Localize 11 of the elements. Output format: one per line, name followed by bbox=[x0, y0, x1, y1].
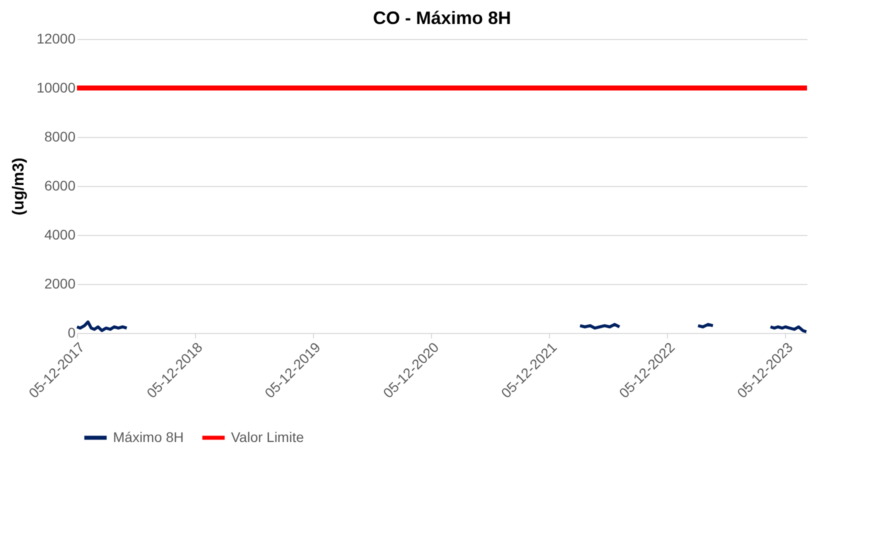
y-tick-label: 6000 bbox=[44, 178, 76, 194]
legend-label: Valor Limite bbox=[231, 428, 304, 445]
legend-label: Máximo 8H bbox=[113, 428, 184, 445]
y-tick-label: 0 bbox=[68, 324, 76, 340]
y-tick-label: 2000 bbox=[44, 276, 76, 292]
y-tick-label: 12000 bbox=[36, 30, 76, 46]
y-tick-label: 10000 bbox=[36, 80, 76, 96]
y-axis-title: (ug/m3) bbox=[10, 158, 28, 216]
chart-title: CO - Máximo 8H bbox=[372, 8, 512, 28]
y-tick-label: 4000 bbox=[44, 226, 76, 242]
y-tick-label: 8000 bbox=[44, 128, 76, 144]
